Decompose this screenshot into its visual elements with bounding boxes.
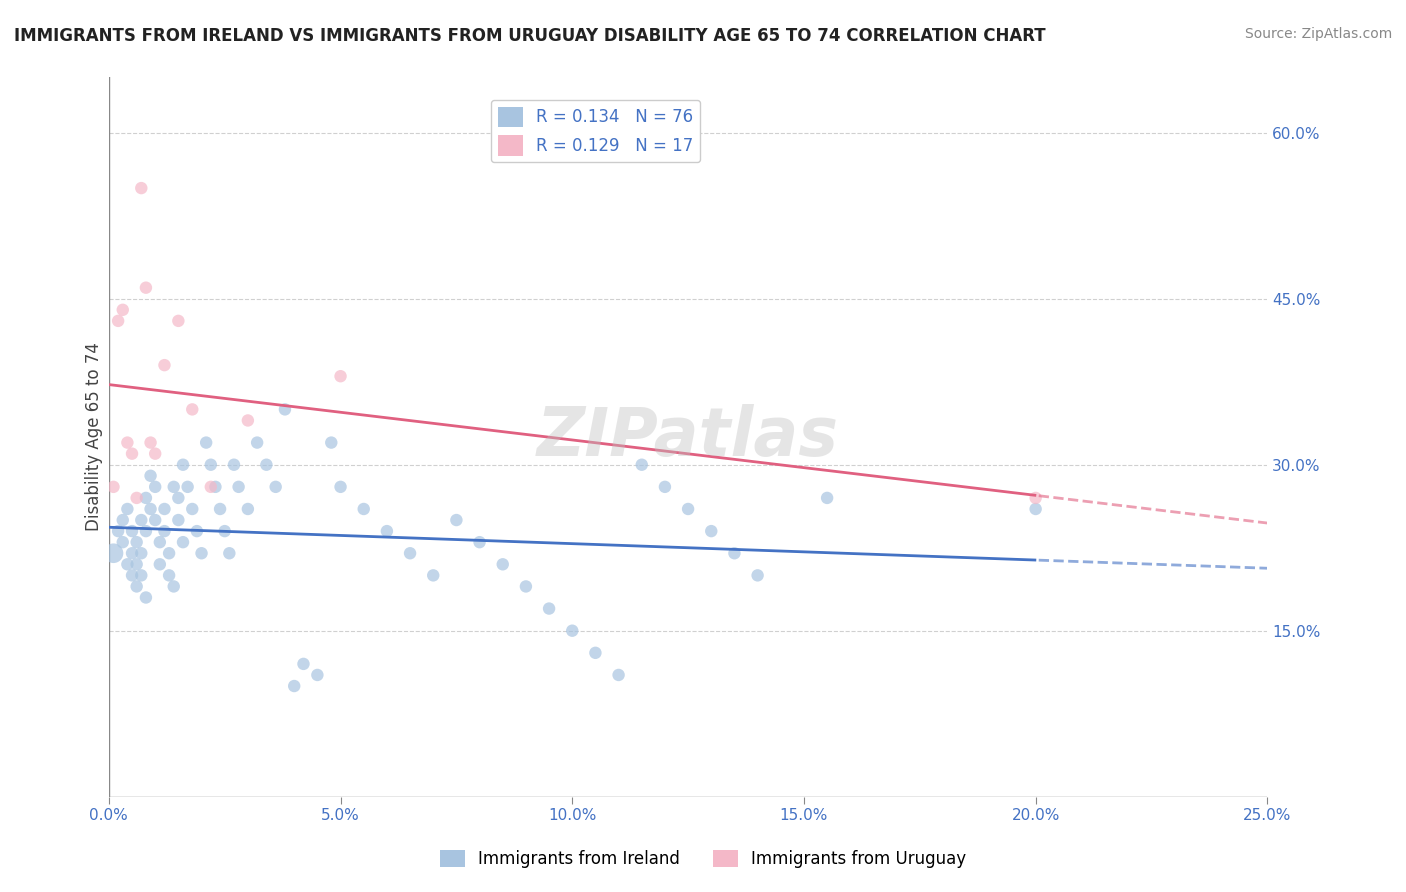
Point xyxy=(111,535,134,549)
Point xyxy=(446,513,468,527)
Point xyxy=(190,546,212,560)
Text: ZIPatlas: ZIPatlas xyxy=(537,404,839,470)
Point xyxy=(399,546,422,560)
Point xyxy=(111,513,134,527)
Point xyxy=(121,546,143,560)
Point xyxy=(157,568,180,582)
Point xyxy=(121,447,143,461)
Point xyxy=(167,513,190,527)
Point xyxy=(107,314,129,328)
Point xyxy=(236,502,259,516)
Point xyxy=(676,502,699,516)
Point xyxy=(117,502,139,516)
Point xyxy=(176,480,198,494)
Point xyxy=(117,558,139,572)
Point xyxy=(172,458,194,472)
Point xyxy=(125,491,148,505)
Point xyxy=(321,435,343,450)
Point xyxy=(167,491,190,505)
Legend: R = 0.134   N = 76, R = 0.129   N = 17: R = 0.134 N = 76, R = 0.129 N = 17 xyxy=(491,100,700,162)
Point xyxy=(153,358,176,372)
Point xyxy=(135,591,157,605)
Point xyxy=(264,480,287,494)
Point xyxy=(121,568,143,582)
Point xyxy=(292,657,315,671)
Point xyxy=(209,502,232,516)
Point xyxy=(125,535,148,549)
Point xyxy=(307,668,329,682)
Point xyxy=(153,524,176,538)
Point xyxy=(353,502,375,516)
Point xyxy=(186,524,208,538)
Point xyxy=(700,524,723,538)
Point xyxy=(163,579,186,593)
Point xyxy=(143,513,166,527)
Point xyxy=(228,480,250,494)
Point xyxy=(107,524,129,538)
Point xyxy=(103,546,125,560)
Point xyxy=(236,413,259,427)
Point xyxy=(274,402,297,417)
Point xyxy=(561,624,583,638)
Point xyxy=(143,447,166,461)
Point xyxy=(254,458,277,472)
Point xyxy=(157,546,180,560)
Point xyxy=(630,458,652,472)
Point xyxy=(125,558,148,572)
Point xyxy=(117,435,139,450)
Point xyxy=(538,601,561,615)
Point xyxy=(283,679,305,693)
Point xyxy=(153,502,176,516)
Text: Source: ZipAtlas.com: Source: ZipAtlas.com xyxy=(1244,27,1392,41)
Point xyxy=(149,535,172,549)
Point xyxy=(163,480,186,494)
Point xyxy=(195,435,218,450)
Point xyxy=(139,435,162,450)
Point xyxy=(815,491,838,505)
Point xyxy=(135,491,157,505)
Point xyxy=(172,535,194,549)
Point xyxy=(200,458,222,472)
Point xyxy=(121,524,143,538)
Point xyxy=(515,579,537,593)
Point xyxy=(167,314,190,328)
Point xyxy=(139,502,162,516)
Point xyxy=(135,524,157,538)
Point xyxy=(129,513,152,527)
Point xyxy=(1025,491,1047,505)
Point xyxy=(181,502,204,516)
Point xyxy=(492,558,515,572)
Point xyxy=(654,480,676,494)
Legend: Immigrants from Ireland, Immigrants from Uruguay: Immigrants from Ireland, Immigrants from… xyxy=(433,843,973,875)
Point xyxy=(103,480,125,494)
Point xyxy=(204,480,226,494)
Point xyxy=(218,546,240,560)
Point xyxy=(222,458,245,472)
Point xyxy=(125,579,148,593)
Point xyxy=(329,369,352,384)
Point xyxy=(607,668,630,682)
Point xyxy=(422,568,444,582)
Point xyxy=(214,524,236,538)
Point xyxy=(583,646,606,660)
Point xyxy=(149,558,172,572)
Point xyxy=(139,468,162,483)
Point xyxy=(1025,502,1047,516)
Point xyxy=(246,435,269,450)
Point xyxy=(747,568,769,582)
Point xyxy=(329,480,352,494)
Text: IMMIGRANTS FROM IRELAND VS IMMIGRANTS FROM URUGUAY DISABILITY AGE 65 TO 74 CORRE: IMMIGRANTS FROM IRELAND VS IMMIGRANTS FR… xyxy=(14,27,1046,45)
Point xyxy=(135,281,157,295)
Point xyxy=(111,302,134,317)
Point xyxy=(468,535,491,549)
Point xyxy=(129,546,152,560)
Y-axis label: Disability Age 65 to 74: Disability Age 65 to 74 xyxy=(86,343,103,532)
Point xyxy=(200,480,222,494)
Point xyxy=(129,181,152,195)
Point xyxy=(143,480,166,494)
Point xyxy=(129,568,152,582)
Point xyxy=(375,524,398,538)
Point xyxy=(181,402,204,417)
Point xyxy=(723,546,745,560)
